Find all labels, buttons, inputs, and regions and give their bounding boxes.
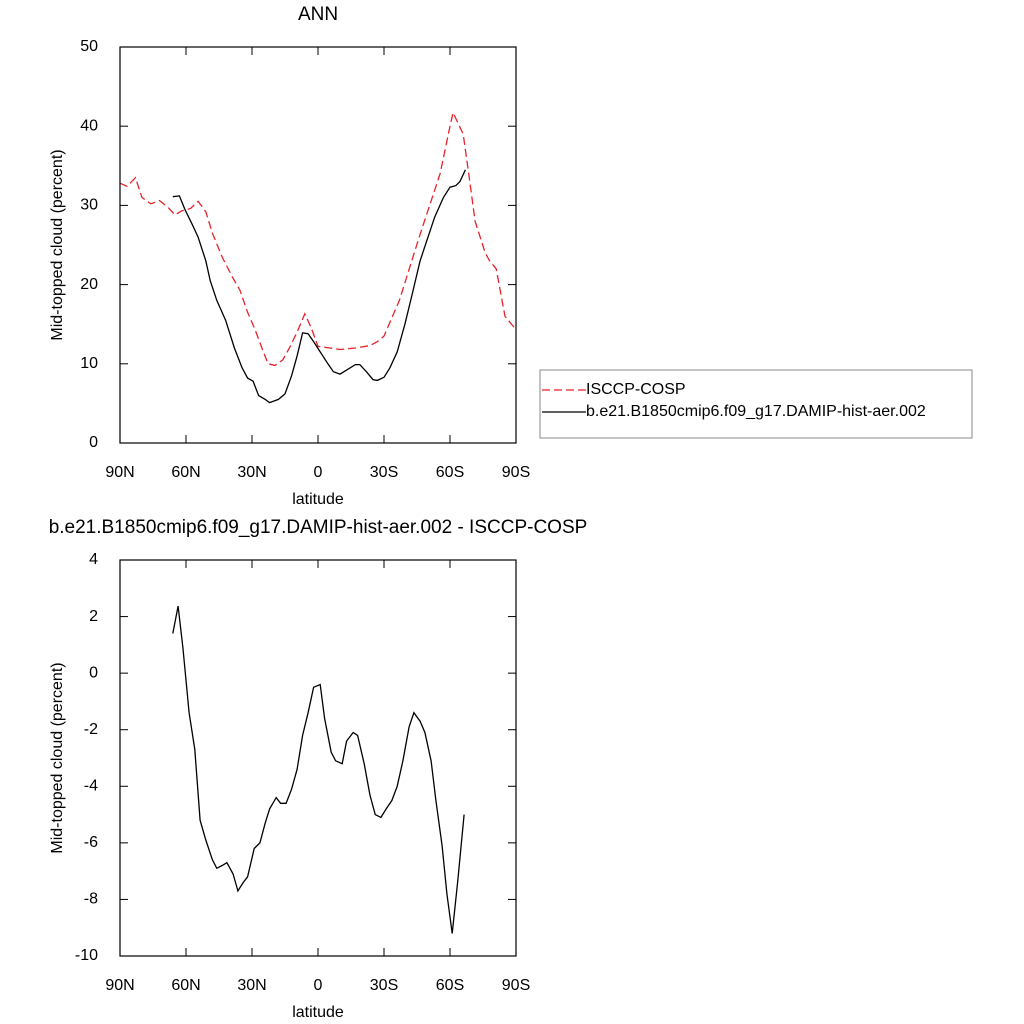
x-tick-label: 30N	[237, 464, 266, 481]
legend-label: b.e21.B1850cmip6.f09_g17.DAMIP-hist-aer.…	[586, 403, 926, 420]
x-tick-label: 90N	[105, 977, 134, 994]
chart-title: b.e21.B1850cmip6.f09_g17.DAMIP-hist-aer.…	[49, 517, 588, 538]
x-tick-label: 90S	[502, 464, 530, 481]
y-tick-label: 20	[80, 276, 98, 293]
y-tick-label: -8	[84, 891, 98, 908]
y-tick-label: 50	[80, 38, 98, 55]
x-tick-label: 90N	[105, 464, 134, 481]
y-tick-label: -10	[75, 947, 98, 964]
x-tick-label: 0	[314, 464, 323, 481]
x-tick-label: 30S	[370, 977, 398, 994]
x-tick-label: 0	[314, 977, 323, 994]
y-tick-label: 40	[80, 117, 98, 134]
x-tick-label: 90S	[502, 977, 530, 994]
y-tick-label: 2	[89, 608, 98, 625]
x-axis-label: latitude	[292, 1004, 344, 1021]
x-tick-label: 30S	[370, 464, 398, 481]
y-axis-label: Mid-topped cloud (percent)	[49, 662, 66, 853]
y-tick-label: -6	[84, 834, 98, 851]
x-tick-label: 60S	[436, 977, 464, 994]
x-tick-label: 60N	[171, 464, 200, 481]
data-line	[172, 169, 466, 404]
legend-box	[539, 369, 973, 439]
x-axis-label: latitude	[292, 491, 344, 508]
y-tick-label: 4	[89, 551, 98, 568]
y-tick-label: 0	[89, 434, 98, 451]
x-tick-label: 60S	[436, 464, 464, 481]
x-tick-label: 60N	[171, 977, 200, 994]
y-tick-label: 30	[80, 197, 98, 214]
x-tick-label: 30N	[237, 977, 266, 994]
data-line	[119, 110, 517, 367]
y-tick-label: 0	[89, 664, 98, 681]
legend-label: ISCCP-COSP	[586, 381, 686, 398]
plot-frame	[119, 46, 517, 444]
chart-title: ANN	[298, 4, 338, 25]
y-tick-label: -4	[84, 778, 98, 795]
data-line	[172, 605, 465, 934]
y-tick-label: 10	[80, 355, 98, 372]
y-axis-label: Mid-topped cloud (percent)	[49, 149, 66, 340]
y-tick-label: -2	[84, 721, 98, 738]
